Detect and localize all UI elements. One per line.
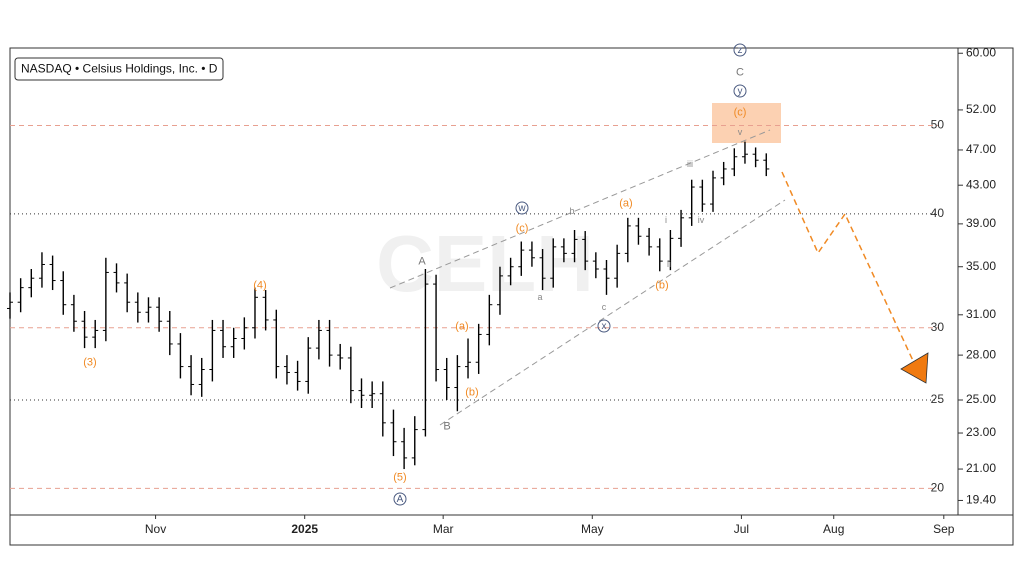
y-tick-label: 23.00 — [966, 425, 996, 439]
wave-label: A — [397, 494, 404, 505]
wave-circle — [733, 43, 747, 57]
wave-label: b — [569, 206, 574, 216]
forecast-path — [781, 171, 916, 366]
wave-label: i — [665, 215, 667, 225]
wave-label: iii — [687, 159, 693, 169]
wave-circle — [515, 201, 529, 215]
wave-label: y — [738, 86, 743, 97]
level-label: 25 — [931, 392, 945, 406]
y-tick-label: 39.00 — [966, 216, 996, 230]
wave-label: c — [602, 302, 607, 312]
y-tick-label: 25.00 — [966, 392, 996, 406]
wave-label: (a) — [455, 320, 468, 332]
wave-label: ii — [667, 259, 671, 269]
forecast-arrow — [900, 352, 929, 384]
wave-circle — [597, 319, 611, 333]
x-tick-label: Jul — [734, 522, 749, 536]
x-tick-label: Mar — [433, 522, 454, 536]
wave-label: x — [602, 321, 607, 332]
watermark: CELH — [376, 219, 594, 308]
y-tick-label: 43.00 — [966, 177, 996, 191]
y-tick-label: 21.00 — [966, 461, 996, 475]
annotations: (3)(4)(5)AAB(a)(b)(c)wabcx(a)(b)iiiiiiiv… — [83, 43, 747, 506]
y-tick-label: 28.00 — [966, 347, 996, 361]
level-label: 50 — [931, 118, 945, 132]
y-tick-label: 47.00 — [966, 142, 996, 156]
y-tick-label: 52.00 — [966, 102, 996, 116]
target-zone — [712, 103, 781, 143]
wave-label: iv — [698, 215, 705, 225]
wedge-upper — [389, 129, 771, 289]
wave-label: w — [517, 203, 526, 214]
wave-label: v — [738, 127, 743, 137]
y-tick-label: 31.00 — [966, 307, 996, 321]
x-tick-label: May — [581, 522, 604, 536]
wedge-lower — [439, 199, 786, 426]
wave-label: (a) — [619, 197, 632, 209]
wave-label: (b) — [465, 386, 478, 398]
level-label: 40 — [931, 206, 945, 220]
y-tick-label: 19.40 — [966, 493, 996, 507]
y-tick-label: 35.00 — [966, 259, 996, 273]
wave-label: (3) — [83, 356, 96, 368]
levels: 50 40 30 25 20 — [10, 118, 944, 495]
legend-box — [14, 57, 224, 81]
wave-label: B — [443, 420, 450, 432]
legend-title: NASDAQ • Celsius Holdings, Inc. • D — [21, 62, 218, 76]
wave-label: z — [738, 45, 743, 56]
wave-circle — [733, 84, 747, 98]
x-tick-label: Nov — [145, 522, 166, 536]
y-tick-label: 60.00 — [966, 45, 996, 59]
frame — [9, 47, 1014, 546]
wave-label: (c) — [734, 106, 747, 118]
wave-label: A — [418, 255, 426, 267]
wave-label: (c) — [516, 222, 529, 234]
wave-label: (5) — [393, 471, 406, 483]
wave-label: a — [537, 292, 542, 302]
wave-label: (b) — [655, 279, 668, 291]
bars — [7, 141, 770, 470]
x-tick-label: 2025 — [291, 522, 318, 536]
x-tick-label: Sep — [933, 522, 955, 536]
wave-label: C — [736, 66, 744, 78]
wave-circle — [393, 492, 407, 506]
level-label: 30 — [931, 320, 945, 334]
x-tick-label: Aug — [823, 522, 844, 536]
level-label: 20 — [931, 481, 945, 495]
wave-label: (4) — [253, 279, 266, 291]
